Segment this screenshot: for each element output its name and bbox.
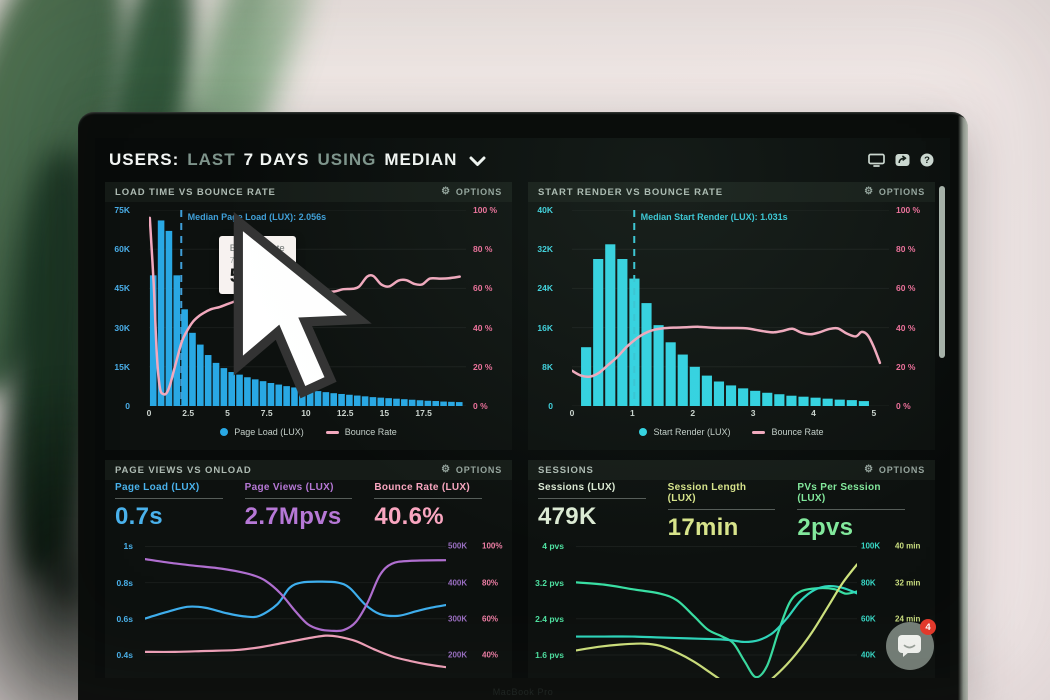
chat-bubble-button[interactable]: 4 bbox=[886, 619, 936, 670]
laptop-logo: MacBook Pro bbox=[492, 687, 554, 697]
share-icon[interactable] bbox=[895, 153, 910, 167]
chart-body: Page Load (LUX) 0.7s Page Views (LUX) 2.… bbox=[105, 480, 512, 678]
scrollbar[interactable] bbox=[939, 186, 945, 358]
chart-body: 75K 60K 45K 30K 15K 0 Median Page Load (LUX):… bbox=[105, 202, 512, 450]
metric-page-views: Page Views (LUX) 2.7Mpvs bbox=[244, 482, 375, 538]
help-icon[interactable]: ? bbox=[920, 153, 934, 167]
gear-icon: ⚙ bbox=[441, 464, 451, 475]
y-axis-left: 1s 0.8s 0.6s 0.4s bbox=[116, 541, 133, 660]
y-axis-right: 100K 40 min 80K 32 min 60K 24 min 40K bbox=[861, 541, 921, 660]
chart-legend: Page Load (LUX) Bounce Rate bbox=[105, 427, 512, 437]
panel-grid: LOAD TIME VS BOUNCE RATE ⚙ OPTIONS 75K 60K… bbox=[105, 182, 935, 678]
y-axis-right: 500K 100% 400K 80% 300K 60% 200K 40% bbox=[448, 541, 503, 660]
chevron-down-icon bbox=[469, 156, 486, 166]
mouse-cursor bbox=[233, 211, 372, 399]
legend-item[interactable]: Bounce Rate bbox=[325, 427, 397, 437]
metric-value: 0.7s bbox=[115, 503, 163, 530]
onload-trend-chart[interactable]: 1s 0.8s 0.6s 0.4s 500K 100% 400K 80% 300K 60% 200… bbox=[105, 540, 512, 678]
panel-header: PAGE VIEWS VS ONLOAD ⚙ OPTIONS bbox=[105, 460, 512, 480]
x-axis: 0 2.5 5 7.5 10 12.5 15 17.5 bbox=[146, 408, 432, 418]
y-axis-left: 40K 32K 24K 16K 8K 0 bbox=[537, 205, 553, 411]
panel-page-views-vs-onload: PAGE VIEWS VS ONLOAD ⚙ OPTIONS Page Load … bbox=[105, 460, 512, 678]
gear-icon: ⚙ bbox=[864, 186, 874, 197]
y-axis-right: 100 % 80 % 60 % 40 % 20 % 0 % bbox=[896, 205, 921, 411]
start-render-histogram[interactable]: Median Start Render (LUX): 1.031s bbox=[572, 210, 889, 406]
median-annotation: Median Page Load (LUX): 2.056s bbox=[187, 212, 327, 222]
panel-title: LOAD TIME VS BOUNCE RATE bbox=[115, 186, 276, 198]
title-median: MEDIAN bbox=[384, 150, 458, 169]
metric-row: Page Load (LUX) 0.7s Page Views (LUX) 2.… bbox=[115, 482, 504, 538]
notification-badge: 4 bbox=[920, 619, 936, 635]
options-button[interactable]: ⚙ OPTIONS bbox=[864, 464, 925, 476]
options-button[interactable]: ⚙ OPTIONS bbox=[441, 186, 502, 198]
legend-item[interactable]: Bounce Rate bbox=[752, 427, 824, 437]
metric-sessions: Sessions (LUX) 479K bbox=[538, 482, 668, 538]
metric-value: 479K bbox=[538, 503, 597, 530]
toolbar-icons: ? bbox=[868, 153, 934, 167]
panel-load-time-vs-bounce-rate: LOAD TIME VS BOUNCE RATE ⚙ OPTIONS 75K 60K… bbox=[105, 182, 512, 450]
options-button[interactable]: ⚙ OPTIONS bbox=[864, 186, 925, 198]
y-axis-left: 4 pvs 3.2 pvs 2.4 pvs 1.6 pvs bbox=[535, 541, 564, 660]
title-users: USERS: bbox=[109, 150, 180, 169]
options-button[interactable]: ⚙ OPTIONS bbox=[441, 464, 502, 476]
metric-value: 40.6% bbox=[374, 503, 444, 530]
dashboard-header: USERS: LAST 7 DAYS USING MEDIAN ? bbox=[95, 138, 950, 182]
panel-start-render-vs-bounce-rate: START RENDER VS BOUNCE RATE ⚙ OPTIONS 40K… bbox=[528, 182, 935, 450]
metric-pvs-per-session: PVs Per Session (LUX) 2pvs bbox=[797, 482, 927, 541]
panel-header: LOAD TIME VS BOUNCE RATE ⚙ OPTIONS bbox=[105, 182, 512, 202]
filter-dropdown[interactable]: USERS: LAST 7 DAYS USING MEDIAN bbox=[109, 150, 486, 170]
chat-icon bbox=[898, 635, 921, 657]
chart-body: 40K 32K 24K 16K 8K 0 Median Start Render (LUX… bbox=[528, 202, 935, 450]
legend-item[interactable]: Start Render (LUX) bbox=[639, 427, 730, 437]
metric-value: 2.7Mpvs bbox=[244, 503, 342, 530]
panel-header: START RENDER VS BOUNCE RATE ⚙ OPTIONS bbox=[528, 182, 935, 202]
chart-legend: Start Render (LUX) Bounce Rate bbox=[528, 427, 935, 437]
gear-icon: ⚙ bbox=[864, 464, 874, 475]
svg-text:?: ? bbox=[924, 155, 930, 166]
chart-body: Sessions (LUX) 479K Session Length (LUX)… bbox=[528, 480, 935, 678]
panel-sessions: SESSIONS ⚙ OPTIONS Sessions (LUX) 479K Se… bbox=[528, 460, 935, 678]
panel-title: START RENDER VS BOUNCE RATE bbox=[538, 186, 723, 198]
metric-value: 2pvs bbox=[797, 514, 854, 541]
metric-value: 17min bbox=[667, 514, 739, 541]
panel-title: PAGE VIEWS VS ONLOAD bbox=[115, 464, 252, 476]
gear-icon: ⚙ bbox=[441, 186, 451, 197]
y-axis-left: 75K 60K 45K 30K 15K 0 bbox=[114, 205, 130, 411]
sessions-trend-chart[interactable]: 4 pvs 3.2 pvs 2.4 pvs 1.6 pvs 100K 40 min 80K… bbox=[528, 540, 935, 678]
median-annotation: Median Start Render (LUX): 1.031s bbox=[640, 212, 788, 222]
dashboard-screen: USERS: LAST 7 DAYS USING MEDIAN ? bbox=[95, 138, 950, 678]
y-axis-right: 100 % 80 % 60 % 40 % 20 % 0 % bbox=[473, 205, 498, 411]
load-time-histogram[interactable]: Median Page Load (LUX): 2.056s Bounce Ra… bbox=[149, 210, 466, 406]
display-icon[interactable] bbox=[868, 153, 885, 167]
title-7days: 7 DAYS bbox=[243, 150, 310, 169]
title-last: LAST bbox=[187, 150, 236, 169]
laptop: USERS: LAST 7 DAYS USING MEDIAN ? bbox=[78, 112, 968, 700]
metric-bounce-rate: Bounce Rate (LUX) 40.6% bbox=[374, 482, 504, 538]
panel-header: SESSIONS ⚙ OPTIONS bbox=[528, 460, 935, 480]
metric-session-length: Session Length (LUX) 17min bbox=[667, 482, 798, 541]
title-using: USING bbox=[317, 150, 377, 169]
legend-item[interactable]: Page Load (LUX) bbox=[220, 427, 304, 437]
metric-page-load: Page Load (LUX) 0.7s bbox=[115, 482, 245, 538]
metric-row: Sessions (LUX) 479K Session Length (LUX)… bbox=[538, 482, 927, 541]
panel-title: SESSIONS bbox=[538, 464, 594, 476]
